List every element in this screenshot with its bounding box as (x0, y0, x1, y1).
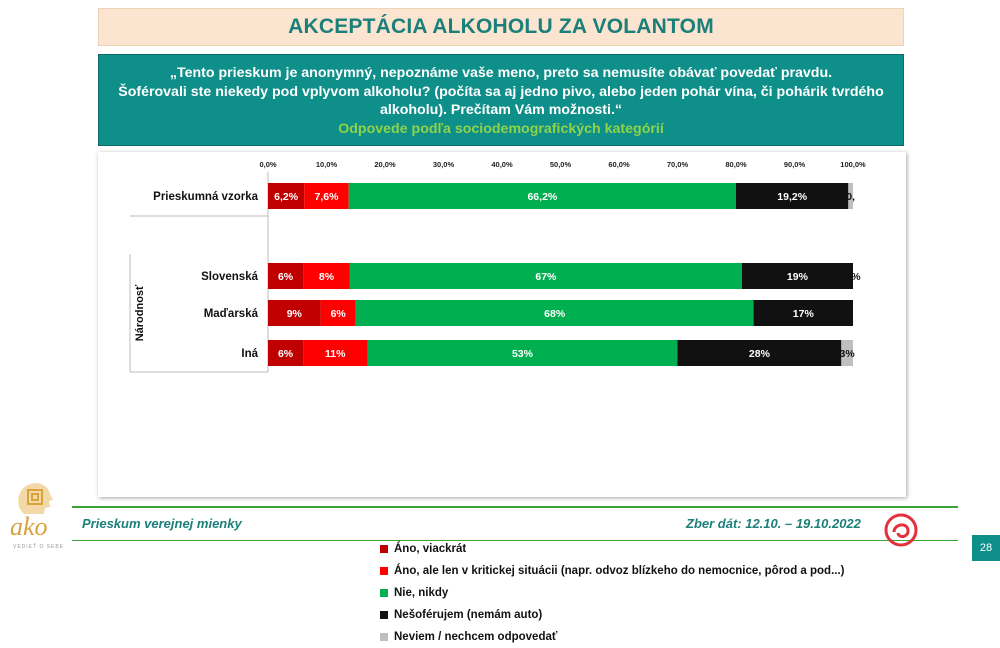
bar-data-label: 17% (793, 308, 815, 320)
bar-data-label: 28% (749, 348, 771, 360)
x-tick-label: 20,0% (374, 160, 396, 169)
bar-segment (268, 263, 304, 289)
footer-divider-bottom (72, 540, 958, 541)
bar-segment (753, 300, 853, 326)
legend-swatch (380, 545, 388, 553)
bar-segment (355, 300, 754, 326)
legend-swatch (380, 611, 388, 619)
x-tick-label: 10,0% (316, 160, 338, 169)
legend-label: Áno, viackrát (394, 543, 467, 555)
legend-entry: Áno, viackrát (380, 538, 845, 560)
bar-segment (741, 263, 853, 289)
x-tick-label: 80,0% (725, 160, 747, 169)
bar-data-label: 9% (287, 308, 303, 320)
legend-label: Neviem / nechcem odpovedať (394, 631, 558, 643)
bar-data-label: 66,2% (527, 191, 557, 203)
question-line-1: „Tento prieskum je anonymný, nepoznáme v… (169, 65, 833, 81)
bar-data-label: 67% (535, 271, 557, 283)
question-text: „Tento prieskum je anonymný, nepoznáme v… (116, 64, 886, 120)
x-tick-label: 30,0% (433, 160, 455, 169)
x-tick-label: 50,0% (550, 160, 572, 169)
question-line-2: Šoférovali ste niekedy pod vplyvom alkoh… (118, 83, 884, 119)
x-tick-label: 90,0% (784, 160, 806, 169)
head-silhouette-icon (18, 483, 53, 514)
footer-divider-top (72, 506, 958, 508)
legend-label: Áno, ale len v kritickej situácii (napr.… (394, 565, 845, 577)
bar-segment (677, 340, 842, 366)
category-label: Prieskumná vzorka (153, 191, 258, 203)
logo-tagline: VEDIEŤ O SEBE (13, 544, 65, 550)
question-box: „Tento prieskum je anonymný, nepoznáme v… (98, 54, 904, 146)
bar-data-label: 6% (331, 308, 347, 320)
stacked-bar-chart: 0,0% 10,0% 20,0% 30,0% 40,0% 50,0% 60,0% 70,0% 8… (129, 160, 866, 373)
bar-segment (320, 300, 356, 326)
legend-label: Nešoférujem (nemám auto) (394, 609, 543, 621)
category-label: Slovenská (201, 271, 258, 283)
bar-data-label: 6,2% (274, 191, 299, 203)
legend-entry: Nie, nikdy (380, 582, 845, 604)
bar-segment (349, 263, 742, 289)
bar-data-label: 6% (278, 271, 294, 283)
chart-card: 0,0% 10,0% 20,0% 30,0% 40,0% 50,0% 60,0% 70,0% 8… (98, 152, 906, 643)
bar-segment (848, 183, 853, 209)
bar-data-label: 3% (840, 348, 856, 360)
title-banner: AKCEPTÁCIA ALKOHOLU ZA VOLANTOM (98, 8, 904, 46)
bar-data-label: 0, (846, 191, 855, 203)
category-label: Maďarská (204, 308, 259, 320)
legend-swatch (380, 589, 388, 597)
x-tick-label: 0,0% (259, 160, 276, 169)
legend-entry: Áno, ale len v kritickej situácii (napr.… (380, 560, 845, 582)
bar-segment (268, 300, 321, 326)
bar-data-label: 7,6% (315, 191, 340, 203)
bar-segment (736, 183, 849, 209)
bar-segment (304, 183, 349, 209)
bar-data-label: 8% (319, 271, 335, 283)
category-label: Iná (241, 348, 258, 360)
question-subtitle: Odpovede podľa sociodemografických kateg… (338, 120, 664, 137)
x-tick-label: 70,0% (667, 160, 689, 169)
bar-segment (367, 340, 678, 366)
bar-data-label: 6% (278, 348, 294, 360)
bar-data-label: 1% (845, 271, 861, 283)
bar-data-label: 53% (512, 348, 534, 360)
page-title: AKCEPTÁCIA ALKOHOLU ZA VOLANTOM (288, 15, 714, 38)
bar-segment (303, 263, 350, 289)
legend-swatch (380, 567, 388, 575)
bar-segment (303, 340, 368, 366)
chart-legend: Áno, viackrát Áno, ale len v kritickej si… (380, 538, 845, 648)
bar-segment (841, 340, 853, 366)
legend-entry: Nešoférujem (nemám auto) (380, 604, 845, 626)
x-tick-label: 60,0% (608, 160, 630, 169)
bar-data-label: 19% (787, 271, 809, 283)
legend-label: Nie, nikdy (394, 587, 449, 599)
ako-logo (6, 478, 64, 558)
bar-data-label: 68% (544, 308, 566, 320)
legend-entry: Neviem / nechcem odpovedať (380, 626, 845, 648)
page-number: 28 (972, 535, 1000, 561)
bar-data-label: 19,2% (777, 191, 807, 203)
group-label-narodnost: Národnosť (134, 284, 146, 341)
bar-data-label: 11% (325, 348, 346, 360)
bar-segment (268, 340, 304, 366)
x-tick-label: 100,0% (840, 160, 866, 169)
logo-wordmark: ako (10, 512, 48, 541)
footer-collection-date: Zber dát: 12.10. – 19.10.2022 (686, 516, 861, 531)
x-tick-label: 40,0% (491, 160, 513, 169)
footer-survey-name: Prieskum verejnej mienky (82, 516, 242, 531)
legend-swatch (380, 633, 388, 641)
bar-segment (348, 183, 736, 209)
broadcaster-logo-icon (884, 513, 918, 547)
bar-segment (268, 183, 305, 209)
